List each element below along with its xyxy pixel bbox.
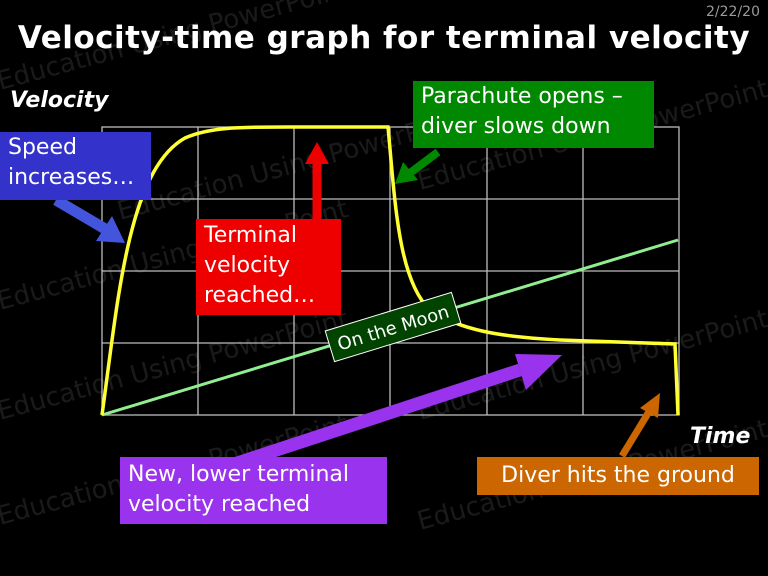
terminal-velocity-line-1: Terminal [204, 223, 297, 248]
lower-terminal-box: New, lower terminal velocity reached [120, 457, 387, 524]
hits-ground-arrow [619, 393, 660, 458]
hits-ground-box: Diver hits the ground [477, 457, 759, 495]
x-axis-label: Time [690, 424, 751, 449]
y-axis-label: Velocity [10, 88, 109, 113]
parachute-opens-line-1: Parachute opens – [421, 84, 623, 109]
parachute-opens-line-2: diver slows down [421, 114, 611, 139]
terminal-velocity-line-2: velocity [204, 253, 290, 278]
parachute-opens-box: Parachute opens – diver slows down [413, 81, 654, 148]
parachute-opens-arrow [395, 148, 441, 184]
speed-increases-line-2: increases… [8, 165, 135, 190]
speed-increases-line-1: Speed [8, 135, 77, 160]
lower-terminal-arrow [225, 354, 562, 473]
speed-increases-arrow [53, 195, 125, 243]
slide-date: 2/22/20 [706, 4, 760, 20]
lower-terminal-line-2: velocity reached [128, 492, 311, 517]
on-the-moon-label: On the Moon [324, 291, 462, 363]
svg-text:Education Using PowerPoint: Education Using PowerPoint [414, 304, 768, 427]
velocity-curve [100, 125, 680, 416]
terminal-velocity-arrow [305, 142, 329, 220]
slide-title: Velocity-time graph for terminal velocit… [17, 20, 751, 56]
graph-grid [101, 126, 680, 416]
terminal-velocity-box: Terminal velocity reached… [196, 219, 341, 315]
lower-terminal-line-1: New, lower terminal [128, 462, 350, 487]
speed-increases-box: Speed increases… [0, 132, 151, 200]
svg-text:Education Using PowerPoint: Education Using PowerPoint [0, 304, 351, 427]
hits-ground-text: Diver hits the ground [501, 463, 735, 488]
terminal-velocity-line-3: reached… [204, 283, 316, 308]
